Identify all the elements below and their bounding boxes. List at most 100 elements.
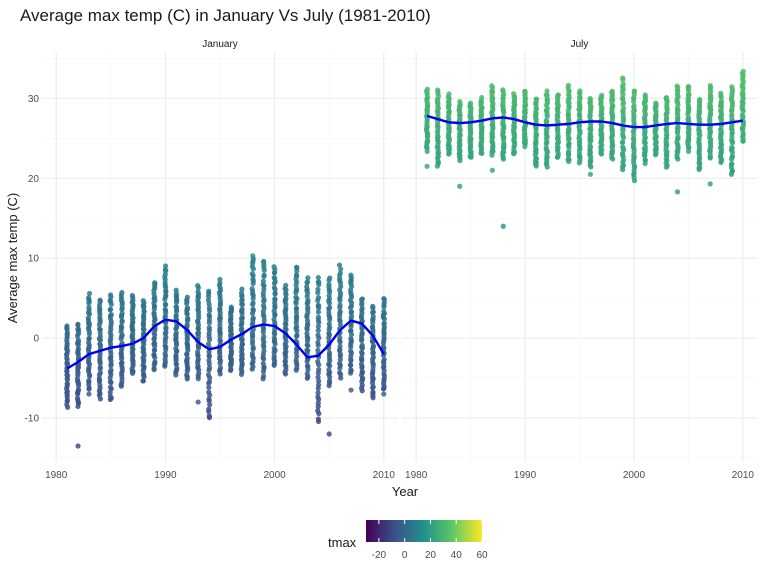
data-point — [359, 342, 365, 348]
data-point — [337, 343, 343, 349]
data-point — [348, 367, 354, 373]
data-point — [326, 350, 333, 356]
data-point — [337, 370, 343, 376]
data-point — [729, 161, 735, 167]
data-point — [174, 365, 180, 371]
data-point — [173, 287, 179, 293]
data-point — [566, 148, 572, 154]
data-point — [359, 368, 365, 375]
legend-title: tmax — [328, 535, 357, 550]
data-point — [348, 327, 354, 334]
data-point — [260, 373, 267, 379]
data-point — [369, 323, 376, 330]
data-point — [381, 356, 387, 363]
data-point — [118, 323, 124, 329]
data-point — [315, 294, 322, 301]
y-axis-title: Average max temp (C) — [5, 193, 20, 324]
data-point-outlier — [424, 163, 430, 169]
y-tick-label: -10 — [25, 414, 40, 425]
data-point — [64, 381, 70, 387]
data-point — [315, 416, 321, 422]
data-point — [75, 386, 82, 393]
chart-title: Average max temp (C) in January Vs July … — [20, 6, 431, 25]
data-point — [162, 301, 169, 307]
data-point — [653, 100, 659, 106]
data-point — [327, 275, 333, 281]
x-tick-label: 1990 — [514, 470, 537, 481]
data-point — [250, 300, 256, 306]
data-point — [620, 144, 626, 150]
legend-tick-label: 0 — [402, 550, 408, 561]
legend-colorbar — [366, 520, 482, 542]
data-point — [206, 349, 212, 355]
points-july — [423, 68, 747, 229]
data-point — [195, 330, 202, 336]
data-point — [565, 82, 572, 88]
data-point — [140, 378, 146, 384]
data-point-outlier — [86, 391, 92, 397]
data-point — [250, 306, 256, 312]
data-point — [358, 361, 365, 367]
data-point — [348, 348, 354, 354]
data-point — [250, 315, 256, 321]
data-point — [271, 316, 277, 322]
data-point — [718, 98, 724, 104]
data-point — [97, 297, 103, 303]
data-point-outlier — [500, 223, 506, 229]
data-point — [315, 374, 321, 380]
data-point — [315, 347, 321, 353]
legend-tick-label: 40 — [451, 550, 463, 561]
data-point-outlier — [674, 189, 681, 195]
data-point-outlier — [75, 443, 81, 449]
smooth-line — [426, 114, 743, 129]
data-point — [249, 286, 255, 292]
data-point — [315, 390, 321, 396]
data-point — [97, 370, 103, 376]
data-point — [97, 364, 103, 370]
data-point — [293, 272, 300, 278]
data-point — [260, 302, 267, 309]
data-point — [272, 290, 278, 296]
data-point — [370, 343, 377, 349]
legend-tick-label: -20 — [372, 550, 387, 561]
data-point — [315, 309, 322, 315]
data-point — [729, 145, 735, 151]
data-point — [283, 295, 289, 302]
data-point — [75, 321, 81, 327]
data-point — [337, 270, 343, 276]
data-point — [729, 153, 736, 159]
data-point — [107, 393, 113, 399]
y-tick-label: 20 — [28, 174, 40, 185]
data-point — [315, 332, 321, 338]
data-point — [631, 88, 638, 94]
data-point — [304, 347, 310, 353]
data-point — [663, 95, 669, 101]
data-point — [327, 304, 333, 311]
data-point — [152, 340, 158, 346]
data-point — [435, 87, 441, 93]
data-point — [587, 143, 593, 149]
data-point — [337, 302, 343, 308]
data-point — [424, 86, 430, 92]
data-point — [315, 382, 322, 388]
data-point — [108, 312, 114, 318]
data-point — [260, 278, 266, 284]
legend: tmax -20 0 20 40 60 — [328, 520, 488, 561]
facet-july: July 1980 1990 2000 2010 — [402, 39, 757, 481]
data-point — [173, 304, 179, 310]
data-point — [326, 281, 332, 287]
data-point — [206, 288, 212, 294]
legend-tick-label: 20 — [425, 550, 437, 561]
data-point — [565, 156, 571, 163]
data-point — [315, 323, 321, 329]
data-point — [337, 308, 343, 315]
data-point — [348, 335, 354, 342]
data-point — [489, 83, 495, 89]
data-point — [271, 285, 277, 291]
data-point — [206, 379, 213, 385]
data-point — [206, 413, 212, 419]
facet-label: July — [571, 39, 589, 50]
data-point — [239, 286, 245, 292]
data-point-outlier — [261, 259, 267, 265]
